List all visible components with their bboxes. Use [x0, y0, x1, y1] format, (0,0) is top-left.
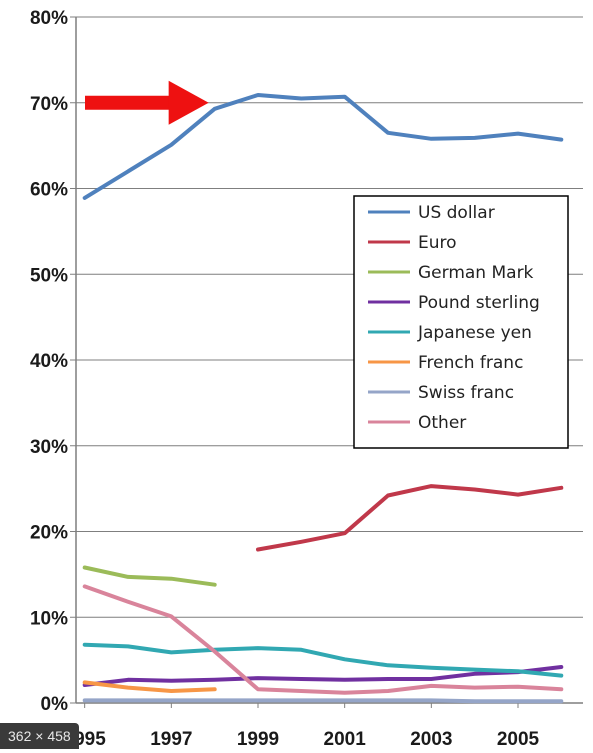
legend-box	[353, 195, 569, 449]
y-tick-label: 60%	[30, 180, 68, 201]
series-line-swiss-franc	[82, 698, 564, 704]
legend: US dollar Euro German Mark Pound sterling Ja…	[353, 195, 569, 449]
legend-label-german-mark: German Mark	[418, 263, 534, 283]
series-line-japanese-yen	[82, 642, 564, 678]
legend-label-euro: Euro	[418, 233, 457, 253]
legend-label-pound-sterling: Pound sterling	[418, 293, 540, 313]
series-line-other	[82, 584, 564, 695]
series-line-german-mark	[82, 565, 217, 587]
annotation-arrow	[85, 80, 209, 125]
legend-label-other: Other	[418, 413, 466, 433]
x-tick-label: 1999	[237, 729, 279, 750]
legend-label-us-dollar: US dollar	[418, 203, 495, 223]
y-tick-label: 80%	[30, 8, 68, 29]
x-axis-tick-labels: 1995 1997 1999 2001 2003 2005	[64, 703, 540, 750]
legend-label-french-franc: French franc	[418, 353, 523, 373]
y-tick-label: 10%	[30, 608, 68, 629]
y-tick-label: 40%	[30, 351, 68, 372]
series-line-us-dollar	[82, 93, 564, 200]
legend-label-japanese-yen: Japanese yen	[417, 323, 532, 343]
x-tick-label: 2005	[497, 729, 540, 750]
series-line-french-franc	[82, 680, 217, 693]
image-dimensions-badge: 362 × 458	[0, 723, 79, 749]
x-tick-label: 1997	[150, 729, 192, 750]
y-tick-label: 30%	[30, 437, 68, 458]
y-tick-label: 50%	[30, 265, 68, 286]
legend-label-swiss-franc: Swiss franc	[418, 383, 514, 403]
y-axis-tick-labels: 0% 10% 20% 30% 40% 50% 60% 70% 80%	[30, 8, 68, 715]
x-tick-label: 2001	[324, 729, 367, 750]
y-tick-label: 20%	[30, 523, 68, 544]
y-tick-label: 70%	[30, 94, 68, 115]
series-line-pound-sterling	[82, 665, 564, 687]
y-tick-label: 0%	[41, 694, 69, 715]
series-line-euro	[256, 484, 564, 552]
arrow-shaft	[85, 95, 171, 110]
arrow-head	[168, 80, 209, 125]
x-tick-label: 2003	[410, 729, 452, 750]
series-lines	[82, 93, 564, 704]
